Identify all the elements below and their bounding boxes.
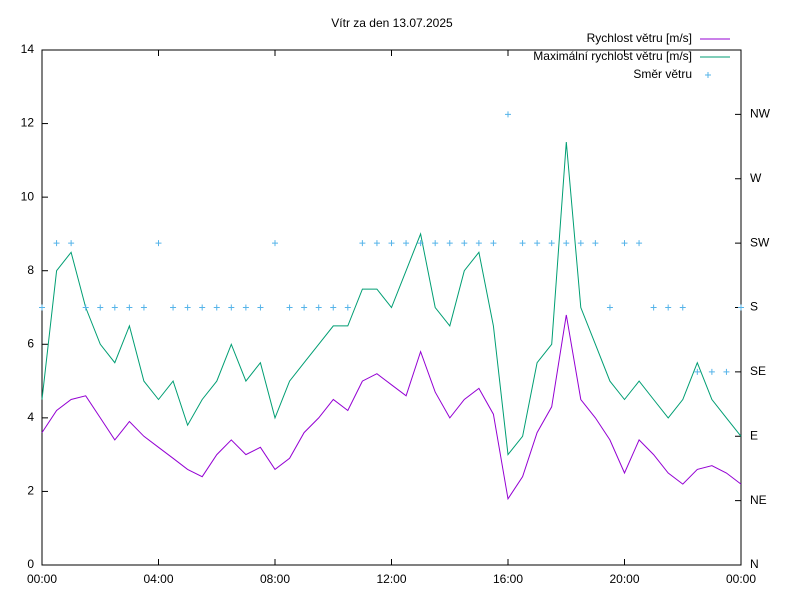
chart-title: Vítr za den 13.07.2025 xyxy=(331,16,453,30)
y-tick-label: 12 xyxy=(21,116,35,130)
direction-point xyxy=(286,304,293,311)
direction-point xyxy=(723,368,730,375)
x-tick-label: 12:00 xyxy=(376,572,406,586)
direction-point xyxy=(694,368,701,375)
direction-point xyxy=(475,240,482,247)
direction-point xyxy=(97,304,104,311)
direction-point xyxy=(330,304,337,311)
y2-tick-label: S xyxy=(750,300,758,314)
x-tick-label: 08:00 xyxy=(260,572,290,586)
direction-point xyxy=(373,240,380,247)
direction-point xyxy=(534,240,541,247)
direction-point xyxy=(126,304,133,311)
y-tick-label: 8 xyxy=(27,263,34,277)
direction-point xyxy=(242,304,249,311)
y-tick-label: 10 xyxy=(21,189,35,203)
direction-point xyxy=(519,240,526,247)
direction-point xyxy=(359,240,366,247)
direction-point xyxy=(228,304,235,311)
legend-label: Rychlost větru [m/s] xyxy=(587,31,692,45)
direction-point xyxy=(257,304,264,311)
direction-point xyxy=(272,240,278,247)
direction-point xyxy=(68,240,75,247)
y-tick-label: 4 xyxy=(27,410,34,424)
direction-point xyxy=(606,304,613,311)
direction-point xyxy=(388,240,395,247)
x-tick-label: 04:00 xyxy=(143,572,173,586)
direction-point xyxy=(505,111,511,118)
y-tick-label: 2 xyxy=(27,484,34,498)
direction-point xyxy=(592,240,599,247)
direction-point xyxy=(621,240,628,247)
y2-tick-label: SW xyxy=(750,235,770,249)
direction-point xyxy=(679,304,686,311)
direction-point xyxy=(563,240,570,247)
direction-point xyxy=(39,304,45,311)
series-line xyxy=(41,314,742,501)
direction-point xyxy=(738,304,744,311)
direction-point xyxy=(140,304,147,311)
legend-label: Směr větru xyxy=(633,67,692,81)
direction-point xyxy=(432,240,439,247)
legend-label: Maximální rychlost větru [m/s] xyxy=(533,49,692,63)
x-tick-label: 16:00 xyxy=(493,572,523,586)
direction-point xyxy=(636,240,643,247)
y2-tick-label: NW xyxy=(750,107,771,121)
direction-point xyxy=(548,240,555,247)
x-tick-label: 00:00 xyxy=(726,572,756,586)
direction-point xyxy=(446,240,453,247)
y2-tick-label: E xyxy=(750,428,758,442)
direction-point xyxy=(155,240,162,247)
series-line xyxy=(41,141,742,456)
y2-tick-label: N xyxy=(750,557,759,571)
direction-point xyxy=(301,304,308,311)
direction-point xyxy=(403,240,410,247)
direction-point xyxy=(344,304,351,311)
direction-point xyxy=(315,304,322,311)
direction-point xyxy=(417,240,424,247)
y2-tick-label: SE xyxy=(750,364,766,378)
direction-point xyxy=(111,304,118,311)
direction-point xyxy=(199,304,206,311)
direction-point xyxy=(665,304,672,311)
y-tick-label: 0 xyxy=(27,557,34,571)
direction-point xyxy=(708,368,715,375)
direction-point xyxy=(82,304,89,311)
direction-point xyxy=(577,240,584,247)
direction-point xyxy=(170,304,177,311)
direction-point xyxy=(650,304,657,311)
y2-tick-label: W xyxy=(750,171,762,185)
legend-swatch xyxy=(705,72,711,78)
x-tick-label: 20:00 xyxy=(609,572,639,586)
direction-point xyxy=(490,240,497,247)
y-tick-label: 14 xyxy=(21,42,35,56)
direction-point xyxy=(461,240,468,247)
direction-point xyxy=(53,240,60,247)
y2-tick-label: NE xyxy=(750,493,767,507)
direction-point xyxy=(184,304,191,311)
y-tick-label: 6 xyxy=(27,336,34,350)
direction-point xyxy=(213,304,220,311)
x-tick-label: 00:00 xyxy=(27,572,57,586)
